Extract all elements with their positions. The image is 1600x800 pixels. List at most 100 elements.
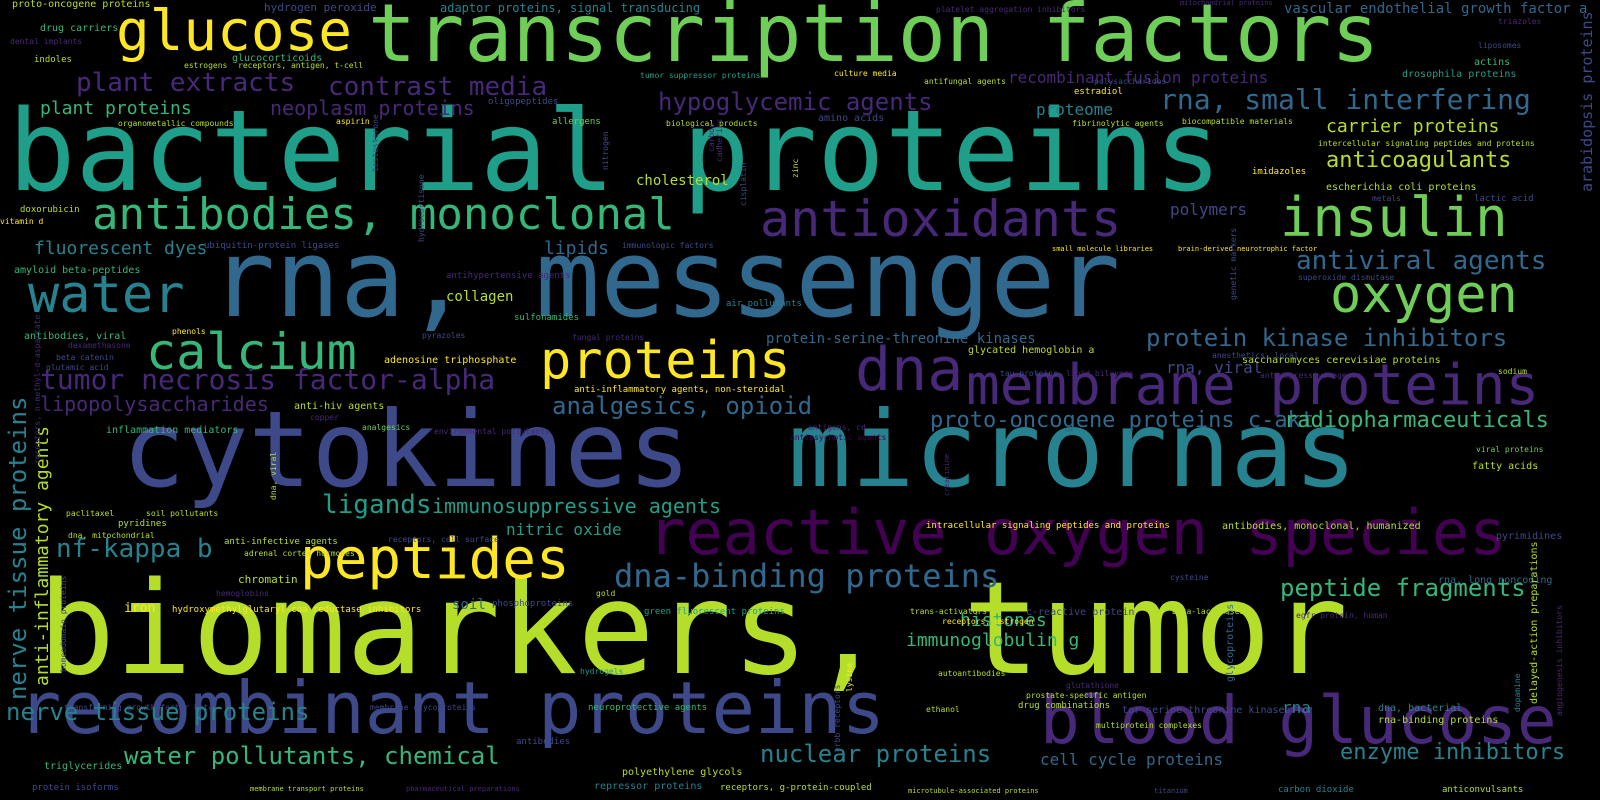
- word: sodium: [1498, 367, 1527, 376]
- word: lysine: [845, 663, 854, 692]
- word: contrast media: [328, 72, 548, 102]
- word: c-reactive protein: [1026, 607, 1135, 618]
- word: hydrogels: [580, 667, 624, 676]
- word: metals: [1372, 194, 1401, 203]
- word: lactic acid: [1474, 194, 1534, 204]
- word: recombinant fusion proteins: [1008, 68, 1269, 87]
- word: biocompatible materials: [1182, 117, 1293, 126]
- word: membrane transport proteins: [250, 785, 364, 793]
- word: beta catenin: [56, 353, 114, 362]
- word: peptide fragments: [1280, 574, 1526, 602]
- word: platelet aggregation inhibitors: [936, 5, 1086, 14]
- word: rna, small interfering: [1160, 83, 1531, 116]
- word: organometallic compounds: [118, 119, 234, 128]
- word: anticoagulants: [1326, 148, 1512, 173]
- word: air pollutants: [726, 299, 802, 309]
- word: hydrogen peroxide: [264, 1, 377, 14]
- word: amino acids: [818, 113, 885, 124]
- word: protein isoforms: [32, 783, 119, 793]
- word: peptides: [300, 527, 570, 592]
- word: dna, bacterial: [1378, 703, 1463, 714]
- word: hydroxymethylglutaryl-coa reductase inhi…: [172, 605, 422, 615]
- word: aspirin: [336, 117, 370, 126]
- word: membrane proteins: [966, 353, 1540, 418]
- word: analgesics, opioid: [552, 392, 813, 420]
- word: pyrimidines: [1496, 531, 1563, 542]
- word: erbb receptors: [833, 684, 842, 752]
- word: glycated hemoglobin a: [968, 345, 1095, 356]
- word: pyrazoles: [422, 331, 466, 340]
- word: antibodies, monoclonal: [92, 189, 675, 240]
- word: angiogenesis inhibitors: [1555, 605, 1564, 716]
- word: saccharomyces cerevisiae proteins: [1242, 355, 1441, 366]
- word: neuroprotective agents: [588, 703, 708, 713]
- word: anti-inflammatory agents, non-steroidal: [574, 385, 786, 395]
- word: glucose: [116, 0, 353, 64]
- word: tau proteins: [1000, 369, 1058, 378]
- word: immunosuppressive agents: [432, 494, 721, 518]
- word: dna, viral: [269, 451, 278, 500]
- word: antiviral agents: [1296, 246, 1547, 276]
- word: recombinant proteins: [18, 666, 885, 750]
- word: liposomes: [1478, 41, 1522, 50]
- word: analgesics: [362, 423, 411, 432]
- word: ligands: [322, 490, 432, 520]
- word: multiprotein complexes: [1096, 721, 1202, 730]
- word: reactive oxygen species: [648, 496, 1507, 569]
- word: genetic markers: [1229, 227, 1238, 300]
- word: water: [28, 265, 185, 325]
- word: lipid bilayers: [1066, 369, 1134, 378]
- word: antipsychotic agents: [790, 433, 887, 442]
- word: hypoglycemic agents: [658, 88, 933, 116]
- word: rna, viral: [1166, 358, 1263, 377]
- word: carrier proteins: [1326, 116, 1500, 137]
- word: adrenal cortex hormones: [244, 549, 355, 558]
- word: immunoglobulin g: [906, 630, 1080, 651]
- word: collagen: [446, 289, 514, 305]
- word: protein-serine-threonine kinases: [766, 331, 1036, 347]
- word: dexamethasone: [68, 341, 131, 350]
- word: glutamic acid: [46, 363, 109, 372]
- word: anesthetics, local: [1212, 351, 1299, 360]
- word: antidepressive agents: [1260, 371, 1362, 380]
- word: proteins: [540, 331, 791, 391]
- word: rna: [1282, 698, 1311, 717]
- word: histones: [960, 610, 1047, 631]
- word: transcription factors: [368, 0, 1380, 80]
- word: estradiol: [1074, 87, 1123, 97]
- word: receptors, cell surface: [388, 535, 499, 544]
- word: plant extracts: [76, 68, 296, 98]
- word: calcium: [146, 323, 357, 381]
- word: hydrocortisone: [417, 174, 426, 242]
- word: egfr protein, human: [1296, 611, 1388, 620]
- word: viral proteins: [1476, 445, 1544, 454]
- word: nerve tissue proteins: [4, 396, 32, 700]
- word: trans-activators: [910, 607, 988, 616]
- word: repressor proteins: [594, 781, 703, 792]
- word: estrogens: [184, 61, 228, 70]
- word: hemoglobins: [216, 589, 269, 598]
- word: pyridines: [118, 519, 167, 529]
- word: soil pollutants: [146, 509, 219, 518]
- word: polyethylene glycols: [622, 767, 743, 778]
- word: proto-oncogene proteins c-akt: [930, 408, 1315, 433]
- word: cysteine: [1170, 573, 1209, 582]
- word: dopamine: [1513, 673, 1522, 712]
- word: small molecule libraries: [1052, 245, 1154, 253]
- word: fatty acids: [1472, 461, 1539, 472]
- word: triazoles: [1498, 17, 1542, 26]
- word: sulfonamides: [514, 313, 580, 323]
- word: environmental pollutants: [434, 427, 550, 436]
- word: receptors, antigen, t-cell: [238, 61, 364, 70]
- word: autoantibodies: [938, 669, 1006, 678]
- word: rna, long noncoding: [1438, 575, 1553, 586]
- word: tor serine-threonine kinases: [1122, 705, 1291, 716]
- word: blood glucose: [1040, 682, 1557, 759]
- word: soil: [452, 597, 486, 613]
- word: nitric oxide: [506, 520, 622, 539]
- word: imidazoles: [1252, 167, 1307, 177]
- word: transforming growth factor beta: [64, 703, 214, 712]
- word: receptors, estrogen: [942, 617, 1034, 626]
- word: creatinine: [943, 453, 951, 496]
